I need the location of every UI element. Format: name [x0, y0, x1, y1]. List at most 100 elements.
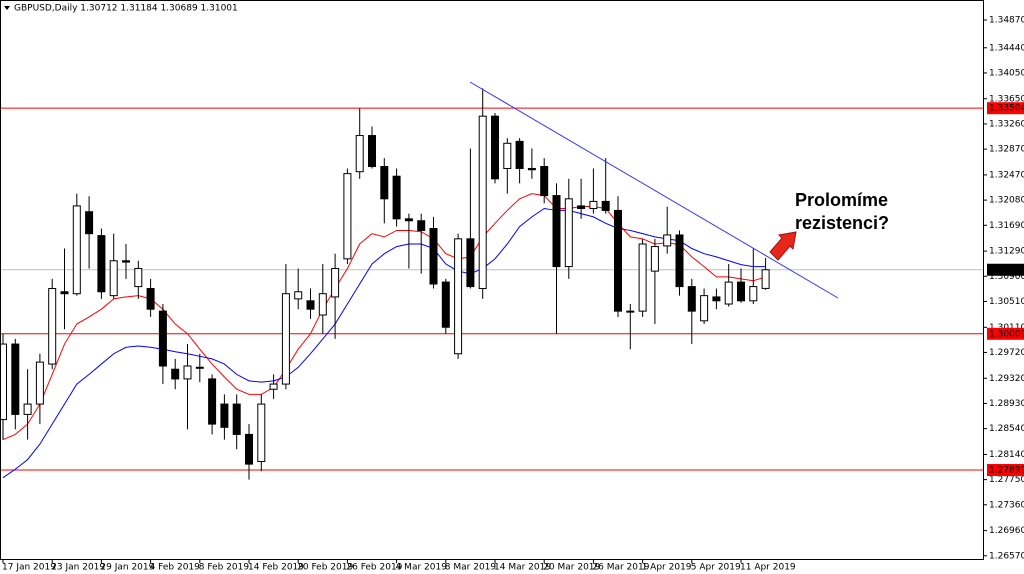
x-tick-label: 26 Mar 2019	[592, 563, 649, 573]
candle-body	[491, 115, 499, 180]
candle-body	[35, 361, 44, 405]
x-tick-label: 23 Jan 2019	[51, 563, 105, 573]
y-tick-label: 1.34440	[989, 43, 1024, 53]
candle-body	[245, 433, 253, 465]
candle-body	[527, 167, 536, 171]
x-tick-label: 26 Feb 2019	[346, 563, 402, 573]
candle-body	[368, 135, 376, 168]
y-tick-label: 1.31690	[989, 221, 1024, 231]
candle-body	[737, 281, 745, 302]
candle-body	[712, 296, 721, 302]
level-label: 1.27899	[989, 465, 1024, 475]
y-tick-label: 1.28540	[989, 424, 1024, 434]
candle-body	[294, 291, 303, 300]
moving-average	[2, 193, 766, 441]
candle-body	[466, 238, 475, 288]
candle-body	[208, 378, 217, 425]
x-tick-label: 11 Apr 2019	[740, 563, 796, 573]
x-tick-label: 14 Feb 2019	[248, 563, 304, 573]
candle-body	[134, 268, 143, 288]
candle-body	[146, 288, 155, 310]
candle-body	[97, 235, 106, 293]
plot-frame	[0, 0, 984, 560]
candle-body	[171, 368, 180, 380]
candle-body	[158, 310, 167, 367]
candle-body	[626, 310, 635, 313]
y-tick-label: 1.28930	[989, 399, 1024, 409]
y-tick-label: 1.31290	[989, 247, 1024, 257]
candle-body	[650, 246, 659, 272]
candle-body	[478, 115, 487, 290]
trendline	[469, 81, 839, 299]
y-tick-label: 1.32870	[989, 145, 1024, 155]
annotation-arrow	[769, 231, 797, 261]
x-tick-label: 17 Jan 2019	[2, 563, 56, 573]
candle-body	[589, 200, 598, 209]
candle-body	[614, 209, 622, 312]
y-tick-label: 1.30900	[989, 272, 1024, 282]
y-tick-label: 1.32080	[989, 196, 1024, 206]
candle-body	[281, 293, 290, 385]
x-tick-label: 1 Apr 2019	[642, 563, 692, 573]
y-tick-label: 1.26960	[989, 526, 1024, 536]
candle-body	[700, 295, 709, 322]
y-tick-label: 1.26570	[989, 551, 1024, 561]
candle-body	[404, 218, 413, 222]
level-label-box	[987, 102, 1024, 115]
candle-body	[552, 195, 561, 268]
x-tick-label: 4 Feb 2019	[150, 563, 201, 573]
candle-body	[417, 220, 426, 231]
candle-body	[540, 166, 549, 197]
level-label-box	[987, 327, 1024, 340]
level-label: 1.31001	[989, 265, 1024, 275]
annotation-text: Prolomíme	[795, 190, 888, 210]
candle-body	[0, 343, 7, 421]
candle-body	[269, 383, 278, 390]
y-tick-label: 1.29720	[989, 348, 1024, 358]
candle-body	[454, 238, 463, 355]
y-tick-label: 1.30510	[989, 297, 1024, 307]
x-tick-label: 29 Jan 2019	[100, 563, 154, 573]
candle-body	[195, 366, 204, 369]
candle-body	[85, 211, 94, 235]
candle-body	[331, 268, 340, 298]
candle-body	[638, 243, 647, 312]
candle-body	[343, 173, 352, 260]
x-tick-label: 8 Feb 2019	[199, 563, 250, 573]
candle-body	[515, 140, 524, 169]
candle-body	[72, 205, 81, 295]
candle-body	[11, 343, 20, 415]
plot-area	[0, 88, 983, 480]
level-label-box	[987, 463, 1024, 476]
candle-body	[724, 281, 733, 305]
level-label: 1.30009	[989, 329, 1024, 339]
chart-header: GBPUSD,Daily 1.30712 1.31184 1.30689 1.3…	[14, 4, 238, 14]
x-tick-label: 20 Mar 2019	[543, 563, 600, 573]
candle-body	[749, 286, 758, 302]
y-tick-label: 1.27360	[989, 500, 1024, 510]
candle-body	[109, 260, 118, 297]
candle-body	[392, 175, 401, 220]
x-tick-label: 5 Apr 2019	[691, 563, 741, 573]
candle-body	[441, 281, 450, 328]
candle-body	[355, 135, 364, 173]
candle-body	[232, 403, 241, 435]
header-icon	[4, 6, 10, 10]
y-tick-label: 1.34050	[989, 68, 1024, 78]
candle-body	[761, 269, 770, 289]
y-tick-label: 1.33260	[989, 119, 1024, 129]
candle-body	[429, 228, 438, 285]
x-tick-label: 14 Mar 2019	[494, 563, 551, 573]
y-tick-label: 1.28140	[989, 450, 1024, 460]
candle-body	[183, 365, 192, 380]
candle-body	[503, 142, 512, 169]
y-tick-label: 1.27750	[989, 475, 1024, 485]
y-tick-label: 1.29320	[989, 374, 1024, 384]
candle-body	[380, 166, 389, 200]
candle-body	[687, 286, 696, 312]
moving-average	[2, 207, 766, 479]
candle-body	[306, 300, 315, 310]
level-label: 1.33504	[989, 104, 1024, 114]
